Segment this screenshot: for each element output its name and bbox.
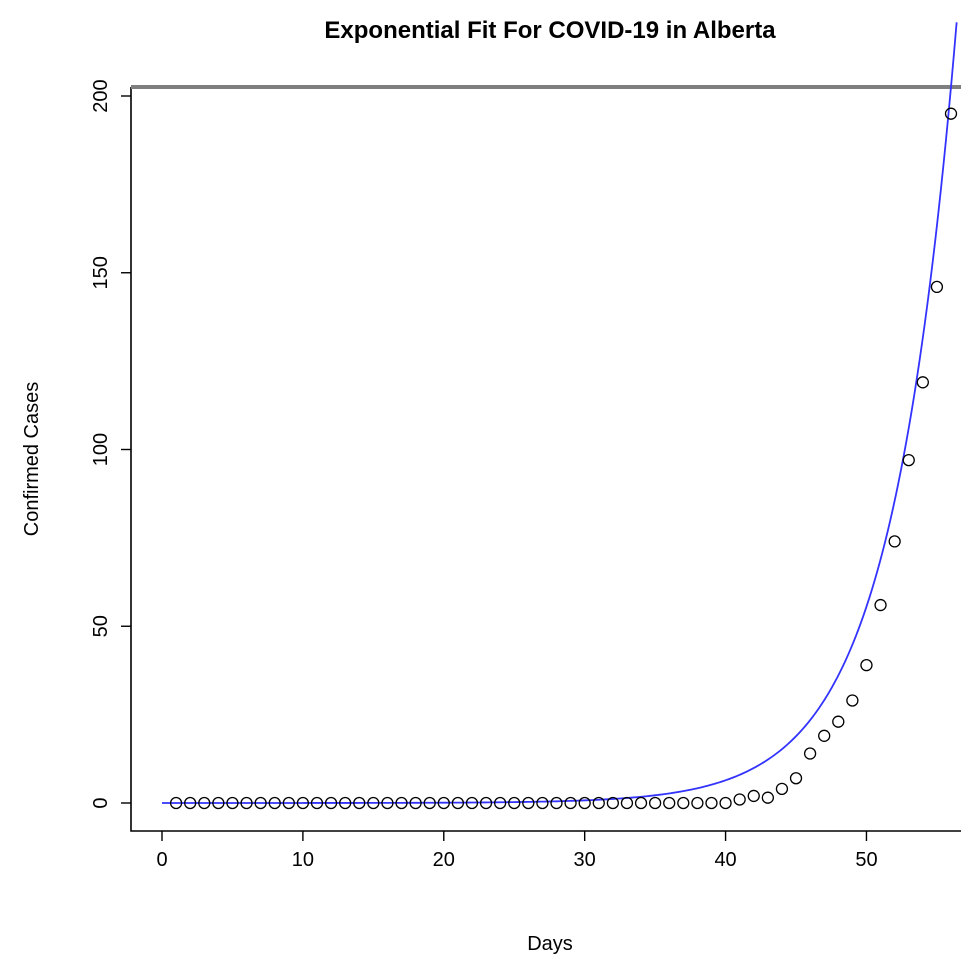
data-point-12 [324, 796, 338, 810]
data-point-13 [339, 796, 352, 810]
data-point-1 [169, 796, 183, 810]
data-point-37 [677, 796, 690, 810]
data-point-40 [719, 796, 732, 810]
data-point-39 [705, 796, 718, 810]
data-point-38 [691, 796, 704, 810]
data-point-51 [874, 598, 887, 612]
data-point-32 [606, 796, 620, 810]
data-point-33 [620, 796, 634, 810]
data-point-18 [409, 796, 422, 810]
data-point-19 [423, 796, 436, 810]
data-point-8 [268, 796, 281, 810]
data-point-50 [860, 658, 873, 672]
data-point-35 [648, 796, 662, 810]
plot-area [130, 85, 961, 832]
y-tick-label-1: 50 [90, 615, 112, 637]
data-point-15 [367, 796, 380, 810]
data-point-41 [733, 793, 746, 806]
data-point-42 [747, 789, 760, 803]
data-point-36 [663, 796, 676, 810]
x-tick-label-3: 30 [574, 849, 596, 871]
plot-border [130, 86, 961, 832]
data-point-56 [944, 107, 958, 120]
data-point-16 [381, 796, 394, 810]
data-point-29 [564, 796, 577, 810]
data-point-11 [310, 796, 324, 810]
data-point-28 [550, 796, 563, 810]
series-layer [162, 22, 958, 810]
data-point-46 [803, 747, 817, 760]
data-point-23 [479, 796, 493, 810]
data-point-30 [578, 796, 591, 810]
data-point-3 [198, 796, 211, 810]
data-point-53 [902, 453, 915, 467]
y-tick-label-2: 100 [90, 433, 112, 466]
x-axis-label: Days [527, 933, 573, 955]
data-point-27 [536, 796, 549, 810]
data-point-43 [761, 791, 774, 804]
data-point-9 [282, 796, 295, 810]
data-point-34 [634, 796, 648, 810]
data-point-5 [226, 796, 239, 810]
data-point-25 [508, 796, 521, 810]
data-point-55 [930, 280, 944, 294]
data-point-45 [789, 772, 803, 785]
y-tick-label-3: 150 [90, 256, 112, 289]
fit-curve [162, 22, 958, 804]
chart-title: Exponential Fit For COVID-19 in Alberta [324, 17, 776, 44]
y-axis: 0 50 100 150 200 [90, 79, 131, 809]
x-axis: 0 10 20 30 40 50 [156, 831, 878, 871]
y-tick-label-0: 0 [90, 797, 112, 808]
x-tick-label-5: 50 [855, 849, 877, 871]
data-point-17 [395, 796, 408, 810]
data-point-21 [451, 796, 465, 810]
x-tick-label-1: 10 [292, 849, 314, 871]
y-tick-label-4: 200 [90, 79, 112, 112]
data-point-52 [888, 535, 901, 548]
x-tick-label-4: 40 [714, 849, 736, 871]
data-point-26 [522, 796, 535, 810]
data-point-24 [493, 796, 507, 810]
data-point-4 [212, 796, 225, 810]
data-point-22 [465, 796, 479, 810]
data-point-10 [296, 796, 310, 810]
data-point-7 [254, 796, 267, 810]
data-point-31 [592, 796, 605, 810]
data-point-44 [775, 782, 789, 796]
x-tick-label-0: 0 [156, 849, 167, 871]
data-point-48 [832, 715, 845, 728]
data-point-47 [818, 729, 831, 742]
data-point-54 [916, 376, 929, 389]
data-point-20 [437, 796, 450, 810]
y-axis-label: Confirmed Cases [21, 382, 43, 537]
data-point-2 [184, 796, 197, 810]
x-tick-label-2: 20 [433, 849, 455, 871]
data-point-6 [240, 796, 253, 810]
data-point-49 [846, 694, 859, 707]
data-point-14 [353, 796, 366, 810]
